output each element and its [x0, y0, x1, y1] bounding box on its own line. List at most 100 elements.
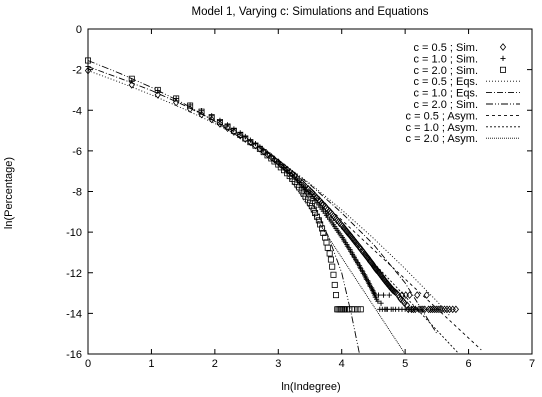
data-point-1 [316, 202, 322, 208]
axis-ticks [88, 29, 532, 354]
data-point-2 [128, 75, 135, 82]
data-point-2 [319, 225, 326, 232]
data-point-1 [252, 140, 259, 147]
data-point-0 [280, 163, 288, 171]
data-point-2 [333, 292, 340, 299]
x-axis-label: ln(Indegree) [281, 381, 340, 393]
data-point-1 [231, 126, 237, 132]
data-point-2 [331, 281, 338, 288]
data-point-0 [237, 131, 244, 140]
data-point-0 [224, 124, 231, 132]
data-point-2 [298, 187, 305, 194]
legend-label: c = 0.5 ; Asym. [406, 110, 478, 122]
series-line-6 [277, 160, 482, 351]
data-point-0 [277, 160, 284, 169]
data-point-2 [247, 139, 254, 146]
data-point-0 [401, 299, 408, 308]
data-point-1 [173, 95, 179, 102]
data-point-0 [247, 138, 254, 147]
data-point-0 [84, 66, 92, 75]
x-tick-label: 1 [148, 358, 154, 370]
data-point-0 [208, 115, 215, 124]
data-point-0 [198, 110, 205, 119]
data-point-0 [436, 305, 444, 314]
data-point-0 [425, 305, 432, 314]
data-point-0 [402, 291, 409, 299]
data-point-2 [313, 213, 320, 220]
x-tick-label: 4 [339, 358, 345, 370]
data-point-2 [308, 203, 315, 210]
data-point-2 [326, 250, 333, 257]
data-point-0 [216, 120, 224, 128]
data-point-1 [311, 196, 317, 202]
data-point-1 [380, 292, 387, 298]
y-tick-label: -2 [72, 65, 82, 77]
data-point-2 [330, 271, 337, 278]
y-tick-label: -14 [66, 308, 82, 320]
data-point-0 [427, 305, 434, 314]
data-point-2 [154, 86, 161, 93]
data-point-0 [403, 301, 411, 310]
y-tick-label: -4 [72, 105, 82, 117]
legend-label: c = 1.0 ; Sim. [414, 53, 479, 65]
data-point-2 [173, 95, 180, 102]
data-point-0 [452, 305, 460, 314]
data-point-2 [320, 229, 327, 236]
y-tick-label: -6 [72, 146, 82, 158]
data-point-0 [429, 305, 436, 314]
data-point-2 [252, 142, 259, 149]
data-point-0 [443, 305, 451, 314]
y-tick-label: 0 [76, 24, 82, 36]
data-point-2 [324, 244, 331, 251]
legend-marker [500, 55, 506, 61]
x-tick-label: 6 [466, 358, 472, 370]
data-point-2 [264, 152, 271, 159]
legend-label: c = 1.0 ; Asym. [406, 122, 478, 134]
data-point-1 [284, 167, 290, 173]
series-line-4 [88, 66, 438, 334]
data-point-2 [216, 119, 223, 126]
legend-marker [499, 66, 506, 73]
data-point-2 [310, 206, 317, 213]
data-point-1 [302, 187, 309, 193]
y-axis-label: ln(Percentage) [3, 157, 15, 229]
data-point-0 [423, 291, 430, 299]
data-point-1 [217, 117, 223, 124]
axis-tick-labels: 0 1 2 3 4 5 6 7 0 -2 -4 -6 -8 -10 -12 -14 -16 [66, 24, 535, 370]
data-point-1 [242, 133, 248, 140]
data-point-1 [378, 300, 384, 306]
data-point-2 [260, 149, 267, 156]
data-point-2 [208, 114, 215, 121]
data-point-0 [449, 305, 456, 314]
y-tick-label: -16 [66, 349, 82, 361]
data-point-0 [406, 291, 413, 299]
data-point-0 [242, 135, 249, 143]
data-point-2 [357, 306, 364, 313]
legend-label: c = 0.5 ; Sim. [414, 42, 479, 54]
y-tick-label: -12 [66, 268, 82, 280]
data-point-1 [386, 292, 392, 298]
data-point-2 [230, 127, 237, 134]
data-point-2 [323, 239, 330, 246]
chart-title: Model 1, Varying c: Simulations and Equa… [192, 6, 429, 18]
data-point-1 [261, 147, 267, 153]
data-point-2 [198, 108, 205, 115]
data-point-1 [237, 130, 243, 136]
data-point-2 [306, 199, 313, 206]
data-point-2 [327, 256, 334, 263]
data-point-0 [419, 305, 427, 314]
data-point-2 [271, 158, 278, 165]
legend-marker [499, 43, 507, 51]
plot-area: 0 1 2 3 4 5 6 7 0 -2 -4 -6 -8 -10 -12 -14 -16 [66, 24, 535, 370]
data-point-2 [305, 196, 312, 203]
data-point-2 [317, 221, 324, 228]
data-markers [84, 57, 460, 314]
data-point-0 [128, 81, 135, 89]
data-point-1 [375, 292, 382, 298]
data-point-1 [85, 63, 91, 70]
data-point-0 [252, 141, 259, 150]
data-point-2 [354, 306, 361, 313]
y-tick-label: -8 [72, 187, 82, 199]
x-tick-label: 2 [212, 358, 218, 370]
